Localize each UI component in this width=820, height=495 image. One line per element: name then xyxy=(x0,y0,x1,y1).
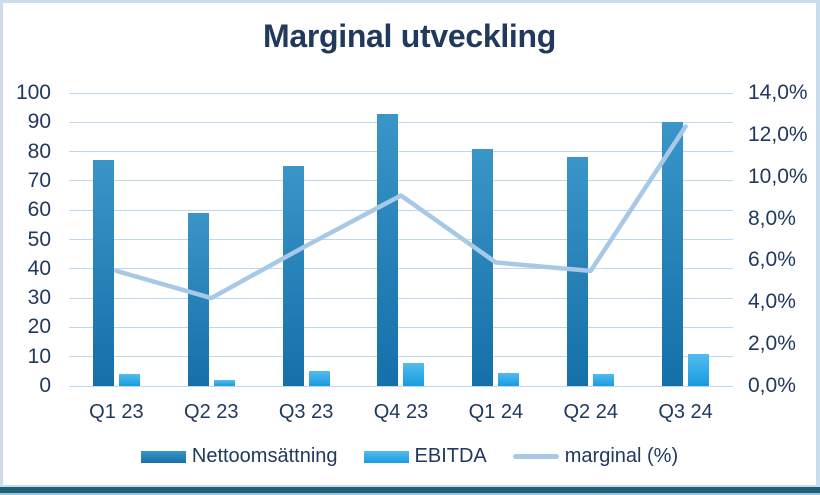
category-column xyxy=(164,93,259,386)
y-axis-tick-label: 20 xyxy=(27,315,51,339)
x-axis-labels: Q1 23 Q2 23 Q3 23 Q4 23 Q1 24 Q2 24 Q3 24 xyxy=(69,401,733,427)
slide-accent-strip xyxy=(0,487,820,495)
bar-ebitda xyxy=(118,374,140,386)
y2-axis-tick-label: 0,0% xyxy=(748,374,796,397)
gridline xyxy=(69,326,733,328)
x-axis-category-label: Q2 23 xyxy=(184,401,239,423)
category-column xyxy=(448,93,543,386)
bar-nettooms-ttning xyxy=(187,213,209,386)
bar-ebitda xyxy=(498,372,520,386)
bar-nettooms-ttning xyxy=(377,113,399,386)
x-axis-category-label: Q2 24 xyxy=(563,401,618,423)
x-axis-category-label: Q1 23 xyxy=(89,401,144,423)
marginal-line-layer xyxy=(114,124,688,301)
category-column xyxy=(69,93,164,386)
legend-item-ebitda: EBITDA xyxy=(363,445,487,468)
y-axis-tick-label: 40 xyxy=(27,256,51,280)
bar-nettooms-ttning xyxy=(472,148,494,386)
y-axis-tick-label: 60 xyxy=(27,198,51,222)
legend-swatch-nettooms-ttning xyxy=(140,450,186,463)
bar-nettooms-ttning xyxy=(662,122,684,386)
chart-title: Marginal utveckling xyxy=(262,18,557,54)
legend-item-nettooms-ttning: Nettoomsättning xyxy=(140,445,338,468)
x-axis-category-label: Q3 24 xyxy=(658,401,713,423)
plot-area xyxy=(69,92,733,387)
legend-label: EBITDA xyxy=(414,445,487,467)
gridline xyxy=(69,356,733,358)
category-column xyxy=(354,93,449,386)
gridline xyxy=(69,268,733,270)
y-axis-tick-label: 50 xyxy=(27,227,51,251)
gridline xyxy=(69,239,733,240)
y2-axis-tick-label: 12,0% xyxy=(748,122,808,146)
y-axis-tick-label: 90 xyxy=(27,110,51,134)
y2-axis-tick-label: 14,0% xyxy=(748,81,808,104)
legend-swatch-marginal xyxy=(512,454,559,459)
gridline xyxy=(69,180,733,182)
category-column xyxy=(638,93,733,386)
bar-ebitda xyxy=(308,371,330,386)
y2-axis-tick-label: 10,0% xyxy=(748,164,808,188)
x-axis-category-label: Q3 23 xyxy=(278,401,334,423)
y-axis-right: 14,0% 12,0% 10,0% 8,0% 6,0% 4,0% 2,0% 0,0% xyxy=(748,81,820,397)
gridline xyxy=(69,385,733,387)
chart-frame: Marginal utveckling 100 90 80 70 60 50 40 30 20 1… xyxy=(2,2,817,486)
legend-label: marginal (%) xyxy=(564,445,679,467)
y-axis-left: 100 90 80 70 60 50 40 30 20 10 0 xyxy=(3,81,51,397)
bar-ebitda xyxy=(688,353,710,386)
legend-label: Nettoomsättning xyxy=(191,445,338,467)
y-axis-tick-label: 0 xyxy=(39,374,51,397)
bar-ebitda xyxy=(213,380,235,386)
y2-axis-tick-label: 4,0% xyxy=(748,290,796,314)
y-axis-tick-label: 10 xyxy=(27,344,51,368)
bar-ebitda xyxy=(403,362,425,386)
x-axis-category-label: Q1 24 xyxy=(468,401,524,423)
y-axis-tick-label: 70 xyxy=(27,168,51,192)
gridline xyxy=(69,92,733,94)
gridline xyxy=(69,151,733,153)
gridline xyxy=(69,297,733,299)
legend-item-marginal: marginal (%) xyxy=(512,445,679,468)
y2-axis-tick-label: 8,0% xyxy=(748,206,796,230)
bar-ebitda xyxy=(593,374,615,386)
y2-axis-tick-label: 6,0% xyxy=(748,248,796,272)
category-column xyxy=(259,93,354,386)
marginal-line xyxy=(114,124,688,301)
y2-axis-tick-label: 2,0% xyxy=(748,332,796,356)
gridline xyxy=(69,121,733,123)
bar-nettooms-ttning xyxy=(282,166,304,386)
y-axis-tick-label: 30 xyxy=(27,286,51,310)
legend-swatch-ebitda xyxy=(363,450,409,463)
y-axis-tick-label: 80 xyxy=(27,139,51,163)
bar-nettooms-ttning xyxy=(92,160,114,386)
gridline xyxy=(69,209,733,211)
x-axis-category-label: Q4 23 xyxy=(373,401,429,423)
legend: Nettoomsättning EBITDA marginal (%) xyxy=(3,445,816,468)
y-axis-tick-label: 100 xyxy=(15,81,51,104)
